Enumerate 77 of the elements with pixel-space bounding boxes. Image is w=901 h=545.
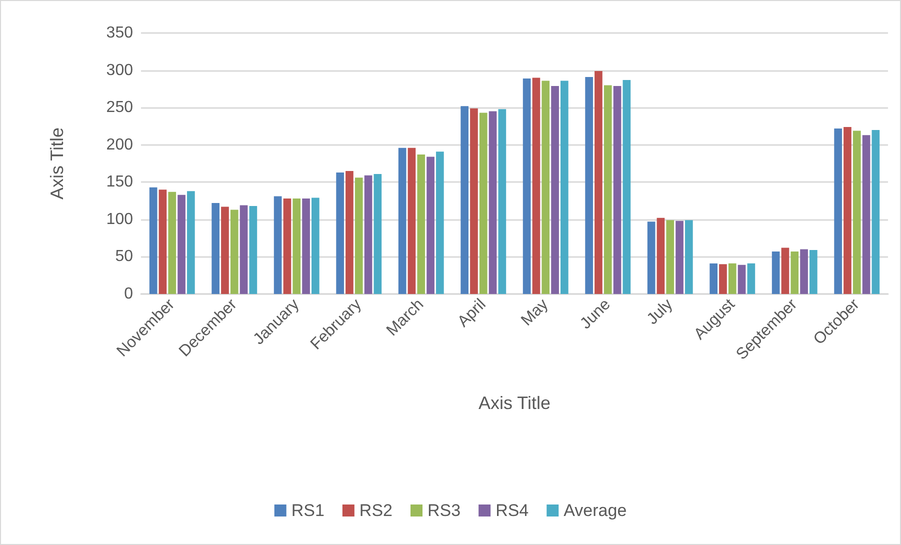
y-tick-label: 300: [106, 62, 134, 79]
bar: [872, 130, 880, 294]
bar: [336, 172, 344, 294]
bar: [417, 154, 426, 294]
bar: [240, 205, 248, 294]
bar: [426, 156, 434, 294]
bar: [302, 198, 310, 294]
legend-label: RS3: [427, 501, 461, 520]
bar: [408, 148, 416, 294]
bar: [249, 206, 258, 294]
bar: [710, 263, 718, 294]
bar: [560, 80, 568, 294]
bar: [604, 85, 612, 294]
bar: [844, 126, 852, 294]
bar: [622, 80, 631, 294]
bar: [292, 198, 301, 294]
bar: [781, 248, 790, 294]
bar: [398, 148, 406, 294]
bar: [187, 191, 195, 294]
bar: [810, 250, 818, 294]
bar: [488, 111, 497, 294]
bar: [479, 112, 488, 294]
bar: [656, 218, 665, 294]
bar: [149, 187, 158, 294]
y-tick-label: 200: [106, 136, 134, 154]
bar: [498, 109, 506, 294]
bar: [747, 263, 756, 294]
bar: [728, 263, 736, 294]
bar: [168, 192, 176, 294]
bar: [676, 220, 684, 294]
y-tick-label: 250: [106, 99, 134, 116]
bar: [685, 220, 693, 294]
bar: [772, 251, 780, 294]
bar: [436, 152, 444, 294]
x-tick-label: July: [644, 296, 676, 328]
bar: [212, 203, 220, 294]
bar: [852, 130, 861, 294]
y-tick-label: 0: [124, 286, 134, 302]
bar: [862, 135, 870, 294]
x-tick-label: May: [518, 296, 552, 330]
bar: [551, 86, 559, 294]
bar: [585, 76, 593, 294]
bar: [312, 198, 320, 294]
bar: [666, 220, 674, 294]
legend-label: Average: [564, 501, 627, 520]
bar: [230, 210, 238, 294]
bar: [719, 264, 727, 294]
bar: [158, 190, 167, 294]
legend-label: RS1: [291, 501, 324, 520]
bar: [834, 128, 842, 294]
bar: [800, 249, 808, 294]
y-tick-label: 50: [115, 248, 134, 266]
bar: [354, 178, 363, 294]
bar: [647, 222, 656, 294]
bar: [594, 71, 602, 294]
bar: [283, 198, 292, 294]
bar: [221, 206, 229, 294]
y-tick-label: 150: [106, 174, 134, 191]
bar: [460, 106, 468, 294]
y-axis-title: Axis Title: [47, 127, 67, 200]
bar: [790, 251, 799, 294]
y-tick-label: 350: [106, 24, 134, 42]
bar: [364, 175, 372, 294]
bar: [542, 80, 550, 294]
bar: [470, 108, 478, 294]
x-axis-title: Axis Title: [478, 393, 551, 413]
bar: [274, 196, 282, 294]
bar: [613, 86, 622, 294]
bar: [346, 170, 354, 294]
legend-label: RS4: [496, 501, 529, 520]
bar: [178, 194, 186, 294]
bar: [532, 78, 540, 294]
y-tick-label: 100: [106, 210, 134, 228]
legend-label: RS2: [359, 501, 392, 520]
bar: [522, 78, 531, 294]
bar: [374, 174, 382, 294]
bar: [738, 264, 746, 294]
